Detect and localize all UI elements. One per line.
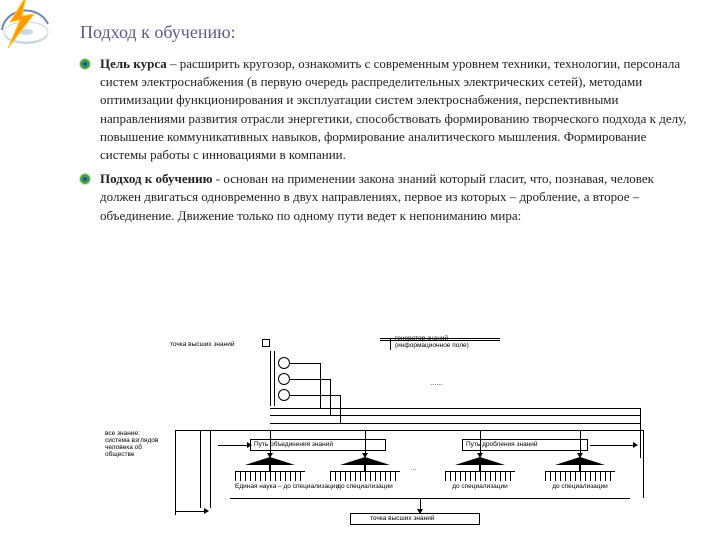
label-left-path: Путь объединения знаний	[254, 441, 333, 448]
tree-1: Единая наука – до специализации	[235, 457, 305, 490]
page-title: Подход к обучению:	[80, 22, 236, 43]
para1-body: расширить кругозор, ознакомить с совреме…	[100, 56, 687, 162]
tree-2: до специализации	[330, 457, 400, 490]
label-bottom-point: точка высших знаний	[370, 515, 434, 522]
node-box	[262, 339, 270, 347]
tree-4: до специализации	[545, 457, 615, 490]
para2-lead: Подход к обучению	[100, 171, 213, 186]
tree-3: до специализации	[445, 457, 515, 490]
circle-node	[278, 357, 290, 369]
slide-logo	[0, 0, 50, 50]
bullet-item-2: Подход к обучению - основан на применени…	[80, 170, 690, 225]
label-right-path: Путь дробления знаний	[466, 441, 538, 448]
circle-node	[278, 373, 290, 385]
circle-node	[278, 389, 290, 401]
bullet-icon	[80, 174, 90, 184]
paragraph-2: Подход к обучению - основан на применени…	[100, 170, 690, 225]
paragraph-1: Цель курса – расширить кругозор, ознаком…	[100, 55, 690, 164]
label-vseznaistvo: все знание: система взглядов человека об…	[105, 430, 165, 459]
para1-lead: Цель курса	[100, 56, 167, 71]
label-dots: ……	[430, 380, 443, 387]
label-top-point: точка высших знаний	[170, 341, 260, 348]
knowledge-diagram: точка высших знаний генератор знаний (ин…	[170, 335, 660, 535]
body-text: Цель курса – расширить кругозор, ознаком…	[80, 55, 690, 231]
bullet-item-1: Цель курса – расширить кругозор, ознаком…	[80, 55, 690, 164]
bullet-icon	[80, 59, 90, 69]
